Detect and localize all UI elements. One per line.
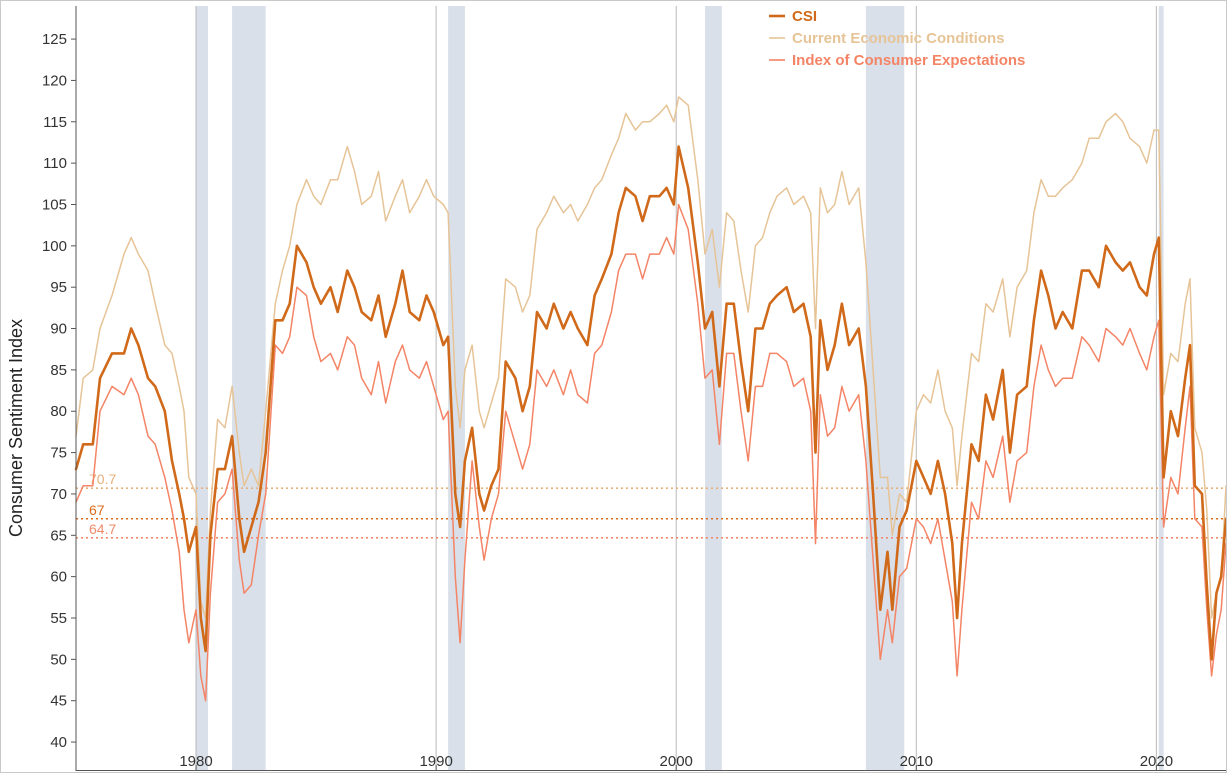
recession-band-4 — [865, 6, 905, 771]
y-tick-label-15: 115 — [43, 114, 67, 131]
y-tick-label-2: 50 — [50, 651, 67, 668]
y-tick-label-4: 60 — [50, 569, 67, 586]
y-tick-label-17: 125 — [42, 31, 67, 48]
recession-band-2 — [448, 6, 465, 771]
x-tick-label-1: 1990 — [419, 753, 452, 770]
y-tick-label-8: 80 — [50, 403, 67, 420]
reference-lines: 70.7 67 64.7 — [76, 471, 1226, 539]
reference-label-2: 64.7 — [89, 521, 116, 537]
year-markers — [195, 6, 1157, 771]
axes: 40 45 50 55 60 65 70 75 80 85 90 95 100 105 110 115 120 1… — [42, 6, 1226, 771]
y-tick-label-0: 40 — [50, 734, 67, 751]
recession-band-1 — [232, 6, 266, 771]
x-tick-label-0: 1980 — [179, 753, 212, 770]
y-tick-label-13: 105 — [42, 196, 67, 213]
series-line-2 — [75, 203, 1226, 702]
series-lines — [74, 96, 1226, 702]
y-tick-label-5: 65 — [50, 527, 67, 544]
recession-band-0 — [196, 6, 209, 771]
series-line-1 — [75, 96, 1226, 619]
y-tick-label-10: 90 — [50, 321, 67, 338]
reference-label-1: 67 — [89, 502, 105, 518]
y-tick-label-3: 55 — [50, 610, 67, 627]
y-tick-label-16: 120 — [42, 72, 67, 89]
reference-label-0: 70.7 — [89, 471, 116, 487]
y-tick-label-14: 110 — [43, 155, 67, 172]
recession-bands — [196, 6, 1164, 771]
y-tick-label-9: 85 — [50, 362, 67, 379]
x-tick-label-3: 2010 — [900, 753, 933, 770]
x-tick-label-4: 2020 — [1140, 753, 1173, 770]
y-tick-label-12: 100 — [42, 238, 67, 255]
legend-label-0: CSI — [792, 8, 817, 25]
legend: CSI Current Economic Conditions Index of C… — [769, 8, 1025, 69]
legend-label-2: Index of Consumer Expectations — [792, 52, 1025, 69]
y-tick-label-1: 45 — [50, 693, 67, 710]
y-tick-label-6: 70 — [50, 486, 67, 503]
y-tick-label-11: 95 — [50, 279, 67, 296]
legend-label-1: Current Economic Conditions — [792, 30, 1005, 47]
y-tick-label-7: 75 — [50, 445, 67, 462]
y-axis-label: Consumer Sentiment Index — [6, 319, 26, 537]
x-tick-label-2: 2000 — [660, 753, 693, 770]
series-line-0 — [74, 145, 1226, 661]
